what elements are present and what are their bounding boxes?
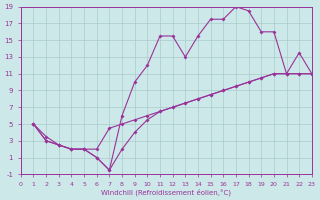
X-axis label: Windchill (Refroidissement éolien,°C): Windchill (Refroidissement éolien,°C): [101, 188, 231, 196]
